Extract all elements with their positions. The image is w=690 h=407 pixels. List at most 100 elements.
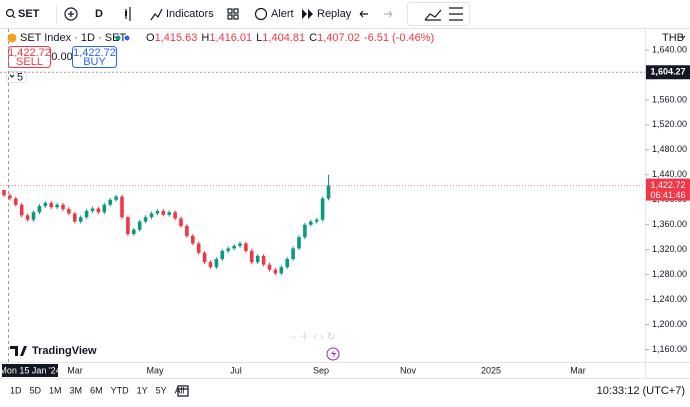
redo-button[interactable] bbox=[384, 10, 393, 18]
candle-body bbox=[108, 199, 112, 205]
candle-body bbox=[202, 252, 207, 263]
y-tick-label: 1,160.00 bbox=[652, 344, 687, 354]
candle-body bbox=[132, 229, 136, 235]
legend-title: SET Index · 1D · SET bbox=[20, 32, 126, 44]
time-label: Mon 15 Jan '24 bbox=[0, 365, 61, 375]
candle-body bbox=[43, 202, 48, 206]
candle-body bbox=[179, 218, 183, 226]
candle-body bbox=[120, 196, 124, 218]
candle-body bbox=[261, 255, 266, 265]
range-button[interactable]: 5D bbox=[30, 385, 42, 395]
time-label: Sep bbox=[313, 365, 329, 375]
symbol[interactable]: SET bbox=[18, 8, 40, 20]
crosshair-time-bg bbox=[2, 364, 58, 377]
layout-icon bbox=[227, 14, 233, 20]
replay-button[interactable]: Replay bbox=[317, 8, 352, 20]
events-marker[interactable] bbox=[326, 347, 340, 361]
layout-icon bbox=[233, 14, 239, 20]
candle-body bbox=[214, 259, 219, 268]
high-line-label-bg bbox=[646, 65, 690, 80]
candle-body bbox=[143, 217, 148, 222]
ohlc-value: 1,404.81 bbox=[262, 32, 305, 44]
y-tick-label: 1,520.00 bbox=[652, 119, 687, 129]
alert-icon bbox=[254, 7, 268, 21]
ohlc-key: L bbox=[256, 32, 262, 44]
candle-body bbox=[31, 212, 36, 220]
candle-body bbox=[250, 250, 254, 263]
ohlc-legend: O1,415.63 H1,416.01 L1,404.81 C1,407.02 -6.5… bbox=[146, 32, 434, 44]
candle-body bbox=[238, 243, 242, 246]
candle-body bbox=[309, 221, 313, 225]
time-label: Mar bbox=[570, 365, 586, 375]
ohlc-key: C bbox=[309, 32, 317, 44]
indicators-button[interactable]: Indicators bbox=[166, 8, 214, 20]
change: -6.51 (-0.46%) bbox=[364, 32, 434, 44]
y-tick-label: 1,480.00 bbox=[652, 144, 687, 154]
y-tick-label: 1,320.00 bbox=[652, 244, 687, 254]
sell-label: SELL bbox=[16, 56, 43, 68]
candle-body bbox=[61, 204, 65, 210]
candle-body bbox=[73, 213, 77, 222]
ohlc-key: O bbox=[146, 32, 155, 44]
range-button[interactable]: 3M bbox=[70, 385, 83, 395]
search-icon[interactable] bbox=[5, 8, 15, 18]
range-button[interactable]: All bbox=[175, 385, 185, 395]
candle-body bbox=[102, 204, 107, 213]
candle-body bbox=[8, 195, 12, 199]
candle-body bbox=[96, 208, 101, 213]
range-button[interactable]: 1M bbox=[49, 385, 62, 395]
logo-mark bbox=[10, 346, 27, 356]
candle-body bbox=[326, 185, 331, 199]
layout-icon bbox=[233, 8, 239, 14]
candle-body bbox=[173, 212, 177, 219]
candle-body bbox=[67, 209, 71, 214]
candle-body bbox=[84, 210, 89, 218]
buy-button[interactable] bbox=[72, 46, 117, 68]
chart-nav-controls[interactable]: ‒ ＋ ‹ › ↻ bbox=[290, 331, 336, 343]
layout-icon[interactable] bbox=[227, 8, 233, 14]
range-button[interactable]: 5Y bbox=[156, 385, 167, 395]
range-button[interactable]: 1Y bbox=[137, 385, 148, 395]
ohlc-key: H bbox=[201, 32, 209, 44]
events-icon bbox=[331, 350, 336, 358]
date-range-button[interactable] bbox=[177, 385, 189, 397]
candle-body bbox=[303, 224, 307, 238]
drawing-tools-icons[interactable] bbox=[424, 7, 463, 21]
undo-button[interactable] bbox=[359, 10, 368, 18]
candle-body bbox=[232, 245, 236, 249]
candle-body bbox=[267, 264, 272, 270]
candle-body bbox=[19, 204, 24, 216]
compare-button[interactable] bbox=[64, 7, 78, 21]
high-line-label: 1,604.27 bbox=[650, 67, 685, 77]
candle-body bbox=[155, 210, 160, 214]
range-button[interactable]: YTD bbox=[111, 385, 130, 395]
ohlc-value: 1,416.01 bbox=[209, 32, 252, 44]
candle-body bbox=[185, 225, 189, 236]
candle-body bbox=[285, 259, 289, 268]
candle-body bbox=[55, 204, 59, 208]
data-status bbox=[124, 35, 130, 41]
candle-body bbox=[297, 237, 301, 249]
currency-chevron bbox=[680, 35, 686, 39]
candle-body bbox=[273, 269, 278, 274]
y-tick-label: 1,200.00 bbox=[652, 319, 687, 329]
indicators-icon bbox=[150, 8, 163, 21]
chevron bbox=[9, 74, 15, 78]
countdown: 06:41:46 bbox=[650, 190, 685, 200]
candle-body bbox=[191, 235, 195, 244]
time-label: Nov bbox=[400, 365, 417, 375]
time-label: Jul bbox=[230, 365, 242, 375]
candle-body bbox=[49, 202, 53, 208]
buy-label: BUY bbox=[83, 56, 106, 68]
range-button[interactable]: 1D bbox=[10, 385, 22, 395]
ohlc-value: 1,407.02 bbox=[317, 32, 360, 44]
candle-body bbox=[279, 267, 284, 274]
search-icon bbox=[12, 15, 16, 19]
range-button[interactable]: 6M bbox=[90, 385, 103, 395]
sell-button[interactable] bbox=[8, 46, 51, 68]
interval[interactable]: D bbox=[95, 8, 103, 20]
indicators-toggle[interactable] bbox=[6, 71, 27, 83]
time-label: Mar bbox=[67, 365, 83, 375]
alert-button[interactable]: Alert bbox=[271, 8, 294, 20]
candle-body bbox=[149, 213, 154, 218]
